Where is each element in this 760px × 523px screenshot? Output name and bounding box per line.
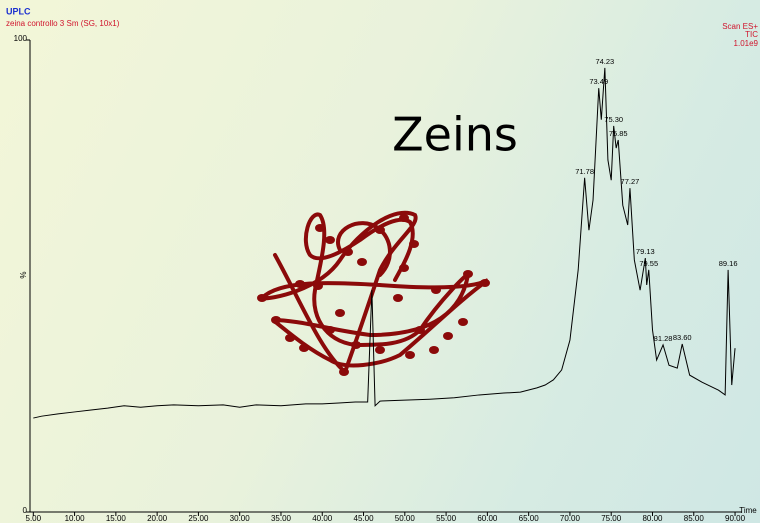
peak-label: 79.13	[636, 247, 655, 256]
x-tick-label: 70.00	[560, 514, 581, 523]
peak-label: 79.55	[639, 259, 658, 268]
scan-info: Scan ES+	[722, 22, 758, 31]
x-tick-label: 65.00	[519, 514, 540, 523]
x-tick-label: 90.00	[725, 514, 746, 523]
chart-subtitle: zeina controllo 3 Sm (SG, 10x1)	[6, 19, 120, 28]
y-tick-label: 0	[23, 506, 28, 515]
peak-label: 75.30	[604, 115, 623, 124]
x-tick-label: 10.00	[65, 514, 86, 523]
peak-label: 77.27	[621, 177, 640, 186]
y-tick-label: 100	[14, 34, 28, 43]
x-tick-label: 5.00	[26, 514, 42, 523]
peak-label: 75.85	[609, 129, 628, 138]
x-tick-label: 55.00	[436, 514, 457, 523]
x-axis-label: Time	[739, 506, 757, 515]
protein-beads	[257, 214, 490, 376]
peak-label: 74.23	[595, 57, 614, 66]
x-tick-label: 80.00	[642, 514, 663, 523]
peak-label: 73.49	[589, 77, 608, 86]
y-axis-label: %	[19, 271, 28, 278]
peak-label: 71.78	[575, 167, 594, 176]
x-tick-label: 25.00	[188, 514, 209, 523]
x-tick-label: 75.00	[601, 514, 622, 523]
x-tick-label: 50.00	[395, 514, 416, 523]
scan-info: TIC	[745, 30, 758, 39]
x-tick-label: 45.00	[354, 514, 375, 523]
x-tick-label: 15.00	[106, 514, 127, 523]
protein-sketch	[258, 210, 490, 376]
x-tick-label: 20.00	[147, 514, 168, 523]
peak-label: 83.60	[673, 333, 692, 342]
x-tick-label: 60.00	[477, 514, 498, 523]
chart-title: UPLC	[6, 6, 31, 16]
x-tick-label: 35.00	[271, 514, 292, 523]
x-tick-label: 85.00	[684, 514, 705, 523]
chromatogram-trace	[33, 67, 736, 419]
x-tick-label: 30.00	[230, 514, 251, 523]
scan-info: 1.01e9	[734, 39, 759, 48]
peak-label: 89.16	[719, 259, 738, 268]
inset-label: Zeins	[392, 108, 518, 162]
x-tick-label: 40.00	[312, 514, 333, 523]
peak-label: 81.28	[654, 334, 673, 343]
